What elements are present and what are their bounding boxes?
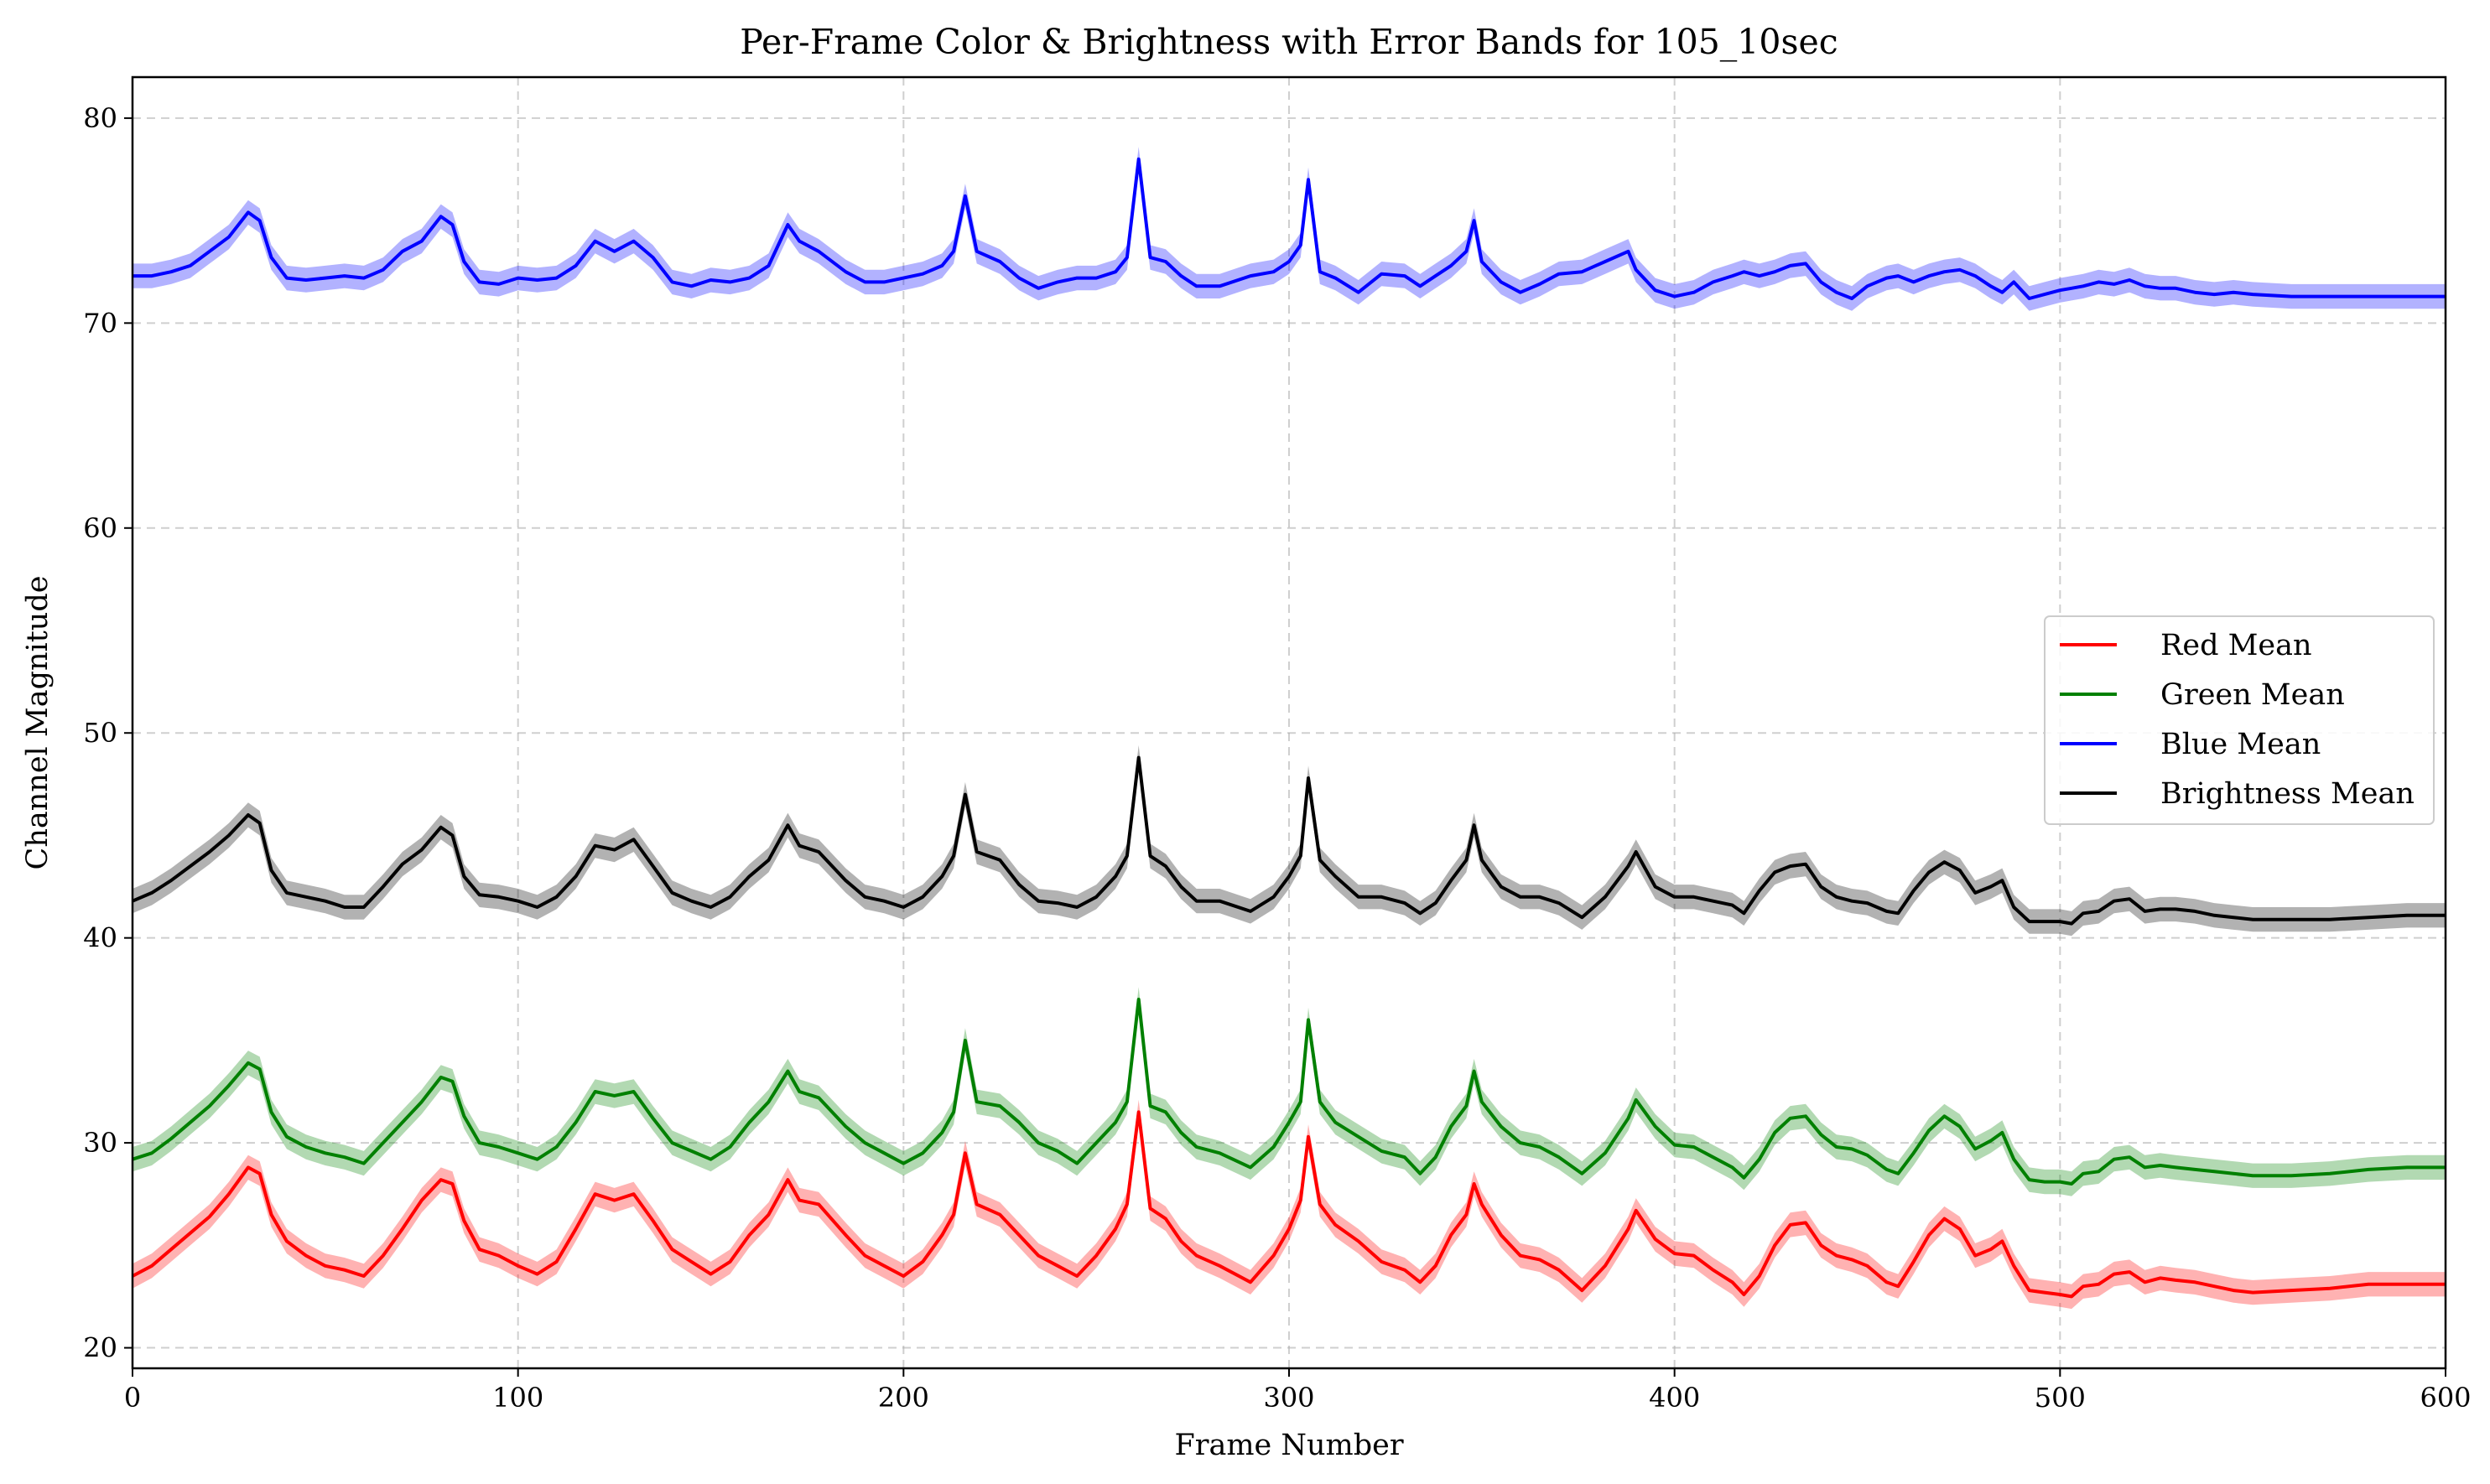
x-tick-label: 100 [492,1382,543,1414]
y-tick-label: 50 [83,717,117,749]
y-axis-label: Channel Magnitude [21,576,55,870]
blue-mean-error-band [133,147,2446,311]
y-axis: 20 30 40 50 60 70 80 [83,102,133,1364]
y-tick-label: 70 [83,307,117,339]
legend-label: Red Mean [2160,629,2312,662]
x-tick-label: 200 [878,1382,929,1414]
x-tick-label: 600 [2420,1382,2471,1414]
legend-item-blue-mean: Blue Mean [2060,728,2321,761]
x-tick-label: 500 [2035,1382,2086,1414]
legend-label: Green Mean [2160,678,2345,712]
red-mean-line [132,1110,2446,1299]
legend: Red Mean Green Mean Blue Mean Brightness Me… [2044,615,2435,825]
y-tick-label: 60 [83,512,117,544]
green-mean-line [132,998,2446,1186]
x-tick-label: 0 [124,1382,141,1414]
y-tick-label: 40 [83,922,117,954]
chart-title: Per-Frame Color & Brightness with Error … [740,22,1838,62]
legend-label: Blue Mean [2160,728,2321,761]
green-mean-error-band [133,987,2446,1196]
series-lines [132,157,2446,1299]
legend-box [2044,615,2435,825]
y-tick-label: 30 [83,1127,117,1159]
red-mean-error-band [133,1099,2446,1310]
y-tick-label: 80 [83,102,117,134]
x-tick-label: 300 [1263,1382,1314,1414]
blue-mean-line [133,157,2446,300]
y-tick-label: 20 [83,1332,117,1364]
x-axis-label: Frame Number [1174,1429,1403,1462]
legend-item-brightness-mean: Brightness Mean [2060,777,2415,811]
legend-label: Brightness Mean [2160,777,2415,811]
legend-item-red-mean: Red Mean [2060,629,2312,662]
x-axis: 0 100 200 300 400 500 600 [124,1368,2472,1414]
x-tick-label: 400 [1649,1382,1700,1414]
brightness-mean-line [132,755,2446,926]
legend-item-green-mean: Green Mean [2060,678,2345,712]
